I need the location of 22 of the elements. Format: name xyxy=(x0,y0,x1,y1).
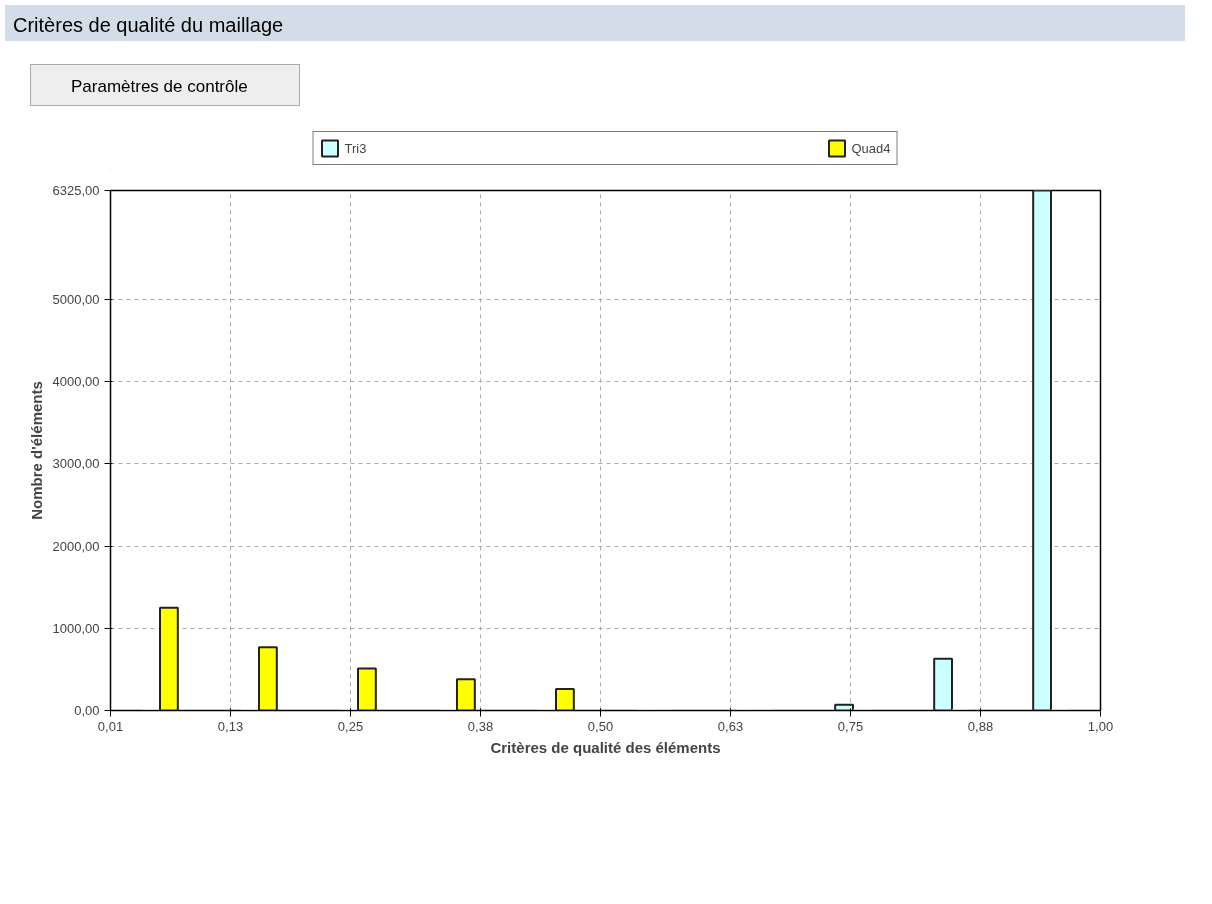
x-tick-label: 0,63 xyxy=(717,718,744,734)
x-tick-label: 0,01 xyxy=(97,718,124,734)
y-tick-label: 4000,00 xyxy=(52,374,100,390)
y-tick-label: 6325,00 xyxy=(52,183,100,198)
chart-title: Critères de qualité du maillage xyxy=(13,13,284,38)
x-tick-label: 0,88 xyxy=(967,718,994,734)
y-axis-title: Nombre d'éléments xyxy=(27,381,45,520)
x-tick-label: 0,50 xyxy=(587,718,614,734)
legend-label: Tri3 xyxy=(344,140,367,156)
x-tick-label: 0,38 xyxy=(467,718,494,734)
x-tick-label: 0,75 xyxy=(837,718,864,734)
x-tick-label: 0,25 xyxy=(337,718,364,734)
x-tick-label: 0,13 xyxy=(217,718,244,734)
x-axis-title: Critères de qualité des éléments xyxy=(490,738,721,756)
text: Paramètres de contrôle xyxy=(71,76,248,98)
y-tick-label: 2000,00 xyxy=(52,538,100,554)
x-tick-label: 1,00 xyxy=(1087,718,1114,734)
y-tick-label: 0,00 xyxy=(74,703,100,718)
y-tick-label: 1000,00 xyxy=(52,620,100,636)
legend-label: Quad4 xyxy=(851,140,891,156)
y-tick-label: 3000,00 xyxy=(52,456,100,472)
y-tick-label: 5000,00 xyxy=(52,291,100,307)
